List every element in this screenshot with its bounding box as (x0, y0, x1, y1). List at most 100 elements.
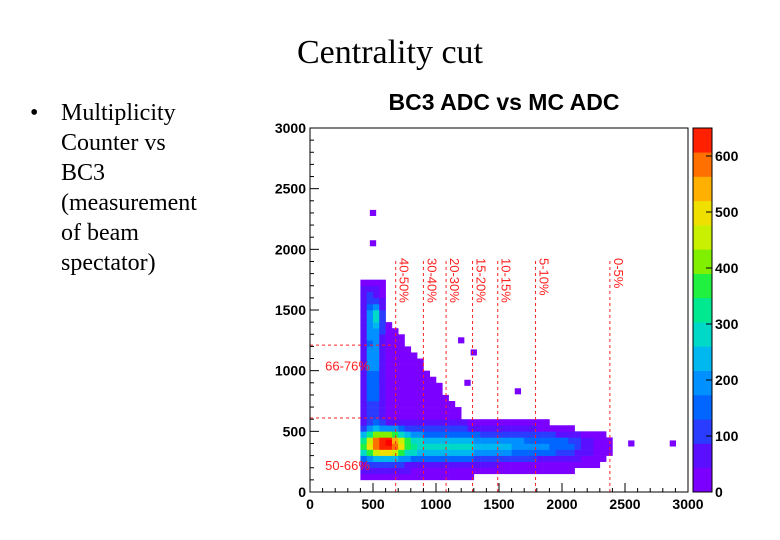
heatmap-cell (391, 382, 399, 390)
heatmap-cell (417, 370, 424, 378)
x-tick-label: 2000 (546, 496, 577, 512)
heatmap-cell (486, 449, 493, 456)
heatmap-cell (410, 370, 418, 378)
colorbar-tick-label: 400 (715, 260, 739, 276)
heatmap-cell (423, 443, 430, 450)
heatmap-cell (461, 461, 468, 469)
heatmap-cell (593, 437, 601, 444)
heatmap-cell (360, 322, 367, 329)
heatmap-cell (536, 467, 544, 475)
heatmap-cell (492, 437, 500, 444)
heatmap-cell (562, 431, 569, 438)
horizontal-cut-label: 50-66% (325, 458, 370, 473)
heatmap-cell (410, 401, 418, 408)
heatmap-cell (505, 443, 512, 450)
x-tick-label: 3000 (672, 496, 703, 512)
heatmap-cell (385, 401, 393, 408)
heatmap-cell (429, 461, 437, 469)
heatmap-cell (385, 419, 393, 426)
heatmap-cell (379, 346, 386, 353)
heatmap-cell (461, 437, 468, 444)
heatmap-cell (486, 419, 493, 426)
colorbar-segment (693, 443, 712, 469)
heatmap-cell (486, 437, 493, 444)
heatmap-cell (404, 431, 412, 438)
x-tick-label: 2500 (609, 496, 640, 512)
heatmap-cell (593, 443, 601, 450)
heatmap-cell (379, 303, 386, 311)
heatmap-cell (417, 431, 424, 438)
heatmap-cell (410, 358, 418, 365)
heatmap-cell (379, 431, 386, 438)
heatmap-cell (530, 467, 538, 475)
heatmap-cell (454, 443, 462, 450)
heatmap-cell (398, 455, 405, 462)
heatmap-cell (379, 358, 386, 365)
heatmap-cell (562, 455, 569, 462)
heatmap-cell (360, 364, 367, 371)
heatmap-cell (373, 382, 380, 390)
heatmap-cell (480, 461, 487, 469)
heatmap-cell (373, 316, 380, 323)
heatmap-cell (404, 401, 412, 408)
heatmap-cell (410, 455, 418, 462)
heatmap-cell (492, 461, 500, 469)
heatmap-cell (404, 370, 412, 378)
heatmap-cell (517, 437, 525, 444)
heatmap-cell (505, 437, 512, 444)
heatmap-cell (473, 419, 481, 426)
heatmap-cell (543, 443, 550, 450)
heatmap-cell (549, 467, 556, 475)
colorbar-tick-label: 200 (715, 372, 739, 388)
heatmap-cell (391, 461, 399, 469)
heatmap-cell (379, 364, 386, 371)
heatmap-cell (442, 455, 449, 462)
heatmap-cell (429, 413, 437, 420)
heatmap-cell (379, 376, 386, 384)
heatmap-cell (366, 449, 374, 456)
heatmap-cell (473, 455, 481, 462)
heatmap-cell (423, 467, 430, 475)
colorbar-tick-label: 100 (715, 428, 739, 444)
y-axis: 0 500 1000 1500 2000 2500 3000 (275, 120, 319, 500)
heatmap-cell (366, 328, 374, 335)
heatmap-cell (417, 473, 424, 481)
heatmap-cell (562, 461, 569, 469)
heatmap-cell (448, 413, 456, 420)
heatmap-cell (404, 358, 412, 365)
heatmap-cell (555, 467, 563, 475)
heatmap-cell (473, 467, 481, 475)
heatmap-cell (391, 334, 399, 341)
heatmap-cell (360, 303, 367, 311)
heatmap-cell (549, 449, 556, 456)
heatmap-cell (391, 358, 399, 365)
heatmap-cell (467, 449, 475, 456)
heatmap-cell (373, 467, 380, 475)
vertical-cut-label: 15-20% (474, 258, 489, 303)
heatmap-cell (536, 419, 544, 426)
heatmap-cell (373, 455, 380, 462)
heatmap-cell (448, 437, 456, 444)
heatmap-cell (366, 425, 374, 432)
heatmap-cell (464, 379, 471, 386)
colorbar-segment (693, 467, 712, 493)
heatmap-cell (511, 467, 519, 475)
heatmap-cell (492, 425, 500, 432)
heatmap-cell (379, 310, 386, 317)
heatmap-cell (454, 407, 462, 414)
heatmap-cell (417, 382, 424, 390)
heatmap-cell (442, 407, 449, 414)
heatmap-cell (366, 376, 374, 384)
heatmap-cell (423, 401, 430, 408)
heatmap-cell (366, 407, 374, 414)
heatmap-cell (480, 419, 487, 426)
heatmap-cell (379, 473, 386, 481)
heatmap-cell (606, 443, 613, 450)
heatmap-cell (587, 431, 594, 438)
heatmap-cell (379, 328, 386, 335)
heatmap-cell (429, 401, 437, 408)
heatmap-cell (385, 407, 393, 414)
heatmap-cell (369, 240, 377, 247)
heatmap-cell (398, 443, 405, 450)
heatmap-cell (448, 473, 456, 481)
